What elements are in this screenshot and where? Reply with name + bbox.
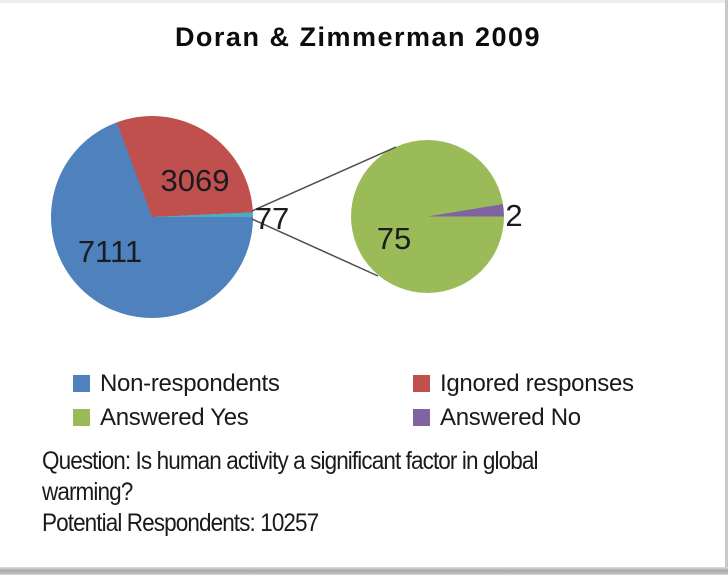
right-border bbox=[725, 0, 728, 568]
legend-swatch-non-respondents bbox=[73, 375, 90, 392]
legend-label-answered-no: Answered No bbox=[440, 404, 581, 431]
legend-item-ignored-responses: Ignored responses bbox=[413, 372, 634, 396]
data-label-ignored-responses: 3069 bbox=[160, 163, 230, 198]
data-label-expanded-group: 77 bbox=[254, 201, 290, 236]
top-border bbox=[0, 0, 728, 3]
main-pie bbox=[51, 116, 253, 318]
legend-label-non-respondents: Non-respondents bbox=[100, 370, 280, 397]
legend-swatch-answered-yes bbox=[73, 409, 90, 426]
data-label-answered-yes: 75 bbox=[376, 221, 412, 256]
legend-swatch-answered-no bbox=[413, 409, 430, 426]
legend-label-ignored-responses: Ignored responses bbox=[440, 370, 634, 397]
legend-item-answered-yes: Answered Yes bbox=[73, 406, 249, 430]
legend-swatch-ignored-responses bbox=[413, 375, 430, 392]
legend-item-non-respondents: Non-respondents bbox=[73, 372, 280, 396]
secondary-pie bbox=[351, 140, 504, 293]
footnote-question-line1: Question: Is human activity a significan… bbox=[42, 447, 538, 475]
chart-footnote: Question: Is human activity a significan… bbox=[42, 446, 538, 539]
window-bottom-edge bbox=[0, 567, 728, 575]
footnote-potential-respondents: Potential Respondents: 10257 bbox=[42, 509, 319, 537]
chart-title: Doran & Zimmerman 2009 bbox=[174, 22, 542, 52]
data-label-non-respondents: 7111 bbox=[77, 234, 143, 269]
legend-label-answered-yes: Answered Yes bbox=[100, 404, 249, 431]
footnote-question-line2: warming? bbox=[42, 478, 133, 506]
data-label-answered-no: 2 bbox=[505, 198, 523, 233]
legend-item-answered-no: Answered No bbox=[413, 406, 581, 430]
